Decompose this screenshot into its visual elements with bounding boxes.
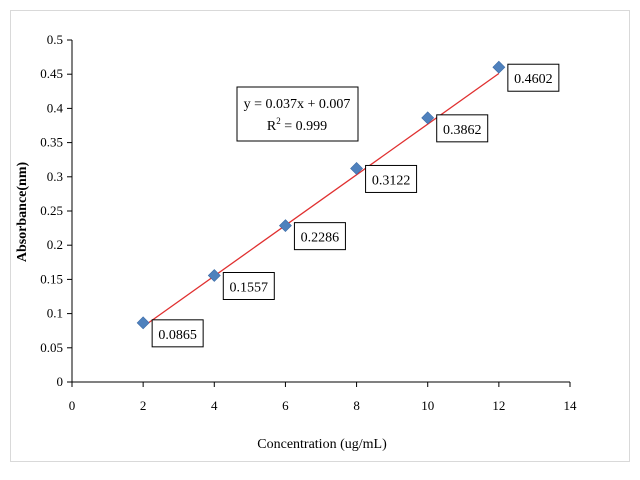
data-point-marker — [492, 60, 506, 74]
y-tick-label: 0.1 — [47, 306, 63, 321]
y-tick-label: 0.5 — [47, 32, 63, 47]
data-label-text: 0.3122 — [372, 173, 411, 188]
x-tick-label: 0 — [69, 398, 76, 413]
data-point-marker — [279, 219, 292, 233]
x-tick-label: 6 — [282, 398, 289, 413]
data-label: 0.3862 — [436, 114, 489, 143]
y-tick-label: 0 — [57, 374, 64, 389]
data-label-text: 0.0865 — [158, 328, 197, 343]
x-tick-label: 10 — [421, 398, 434, 413]
data-label-text: 0.2286 — [301, 231, 340, 246]
y-axis-title: Absorbance(nm) — [15, 162, 30, 263]
x-tick-label: 12 — [492, 398, 505, 413]
data-label-box — [293, 222, 346, 251]
data-label: 0.2286 — [293, 222, 346, 251]
y-tick-label: 0.35 — [40, 135, 63, 150]
x-tick-label: 8 — [353, 398, 360, 413]
equation-text: y = 0.037x + 0.007 — [244, 97, 351, 112]
data-point-marker — [421, 111, 435, 125]
y-tick-label: 0.2 — [47, 237, 63, 252]
data-markers — [136, 60, 506, 330]
data-point-marker — [207, 269, 221, 282]
data-label-text: 0.3862 — [443, 123, 482, 138]
y-tick-label: 0.4 — [47, 100, 64, 115]
y-tick-label: 0.25 — [40, 203, 63, 218]
data-label-box — [222, 272, 275, 301]
y-tick-label: 0.15 — [40, 271, 63, 286]
data-label-box — [365, 164, 418, 193]
x-axis-title: Concentration (ug/mL) — [257, 437, 387, 452]
data-labels: 0.0865 0.1557 0.2286 0.3122 0.3862 0.4602 — [151, 63, 560, 348]
r-squared-text: R2 = 0.999 — [267, 116, 327, 134]
data-point-marker — [350, 162, 363, 175]
data-label: 0.0865 — [151, 319, 204, 348]
equation-box: y = 0.037x + 0.007 R2 = 0.999 — [236, 86, 359, 142]
y-tick-label: 0.3 — [47, 169, 63, 184]
data-label-box — [436, 114, 489, 143]
data-label: 0.3122 — [365, 164, 418, 193]
data-point-marker — [136, 316, 150, 330]
data-label-box — [507, 63, 560, 92]
y-tick-label: 0.05 — [40, 340, 63, 355]
y-axis-ticks: 0 0.05 0.1 0.15 0.2 0.25 0.3 0.35 0.4 0.45 0.5 — [40, 32, 72, 389]
y-tick-label: 0.45 — [40, 66, 63, 81]
x-tick-label: 4 — [211, 398, 218, 413]
data-label: 0.4602 — [507, 63, 560, 92]
data-label-box — [151, 319, 204, 348]
x-axis-ticks: 0 2 4 6 8 10 12 14 — [69, 382, 577, 413]
x-tick-label: 2 — [140, 398, 147, 413]
data-label-text: 0.1557 — [230, 281, 269, 296]
data-label: 0.1557 — [222, 272, 275, 301]
data-label-text: 0.4602 — [514, 72, 553, 87]
x-tick-label: 14 — [564, 398, 578, 413]
